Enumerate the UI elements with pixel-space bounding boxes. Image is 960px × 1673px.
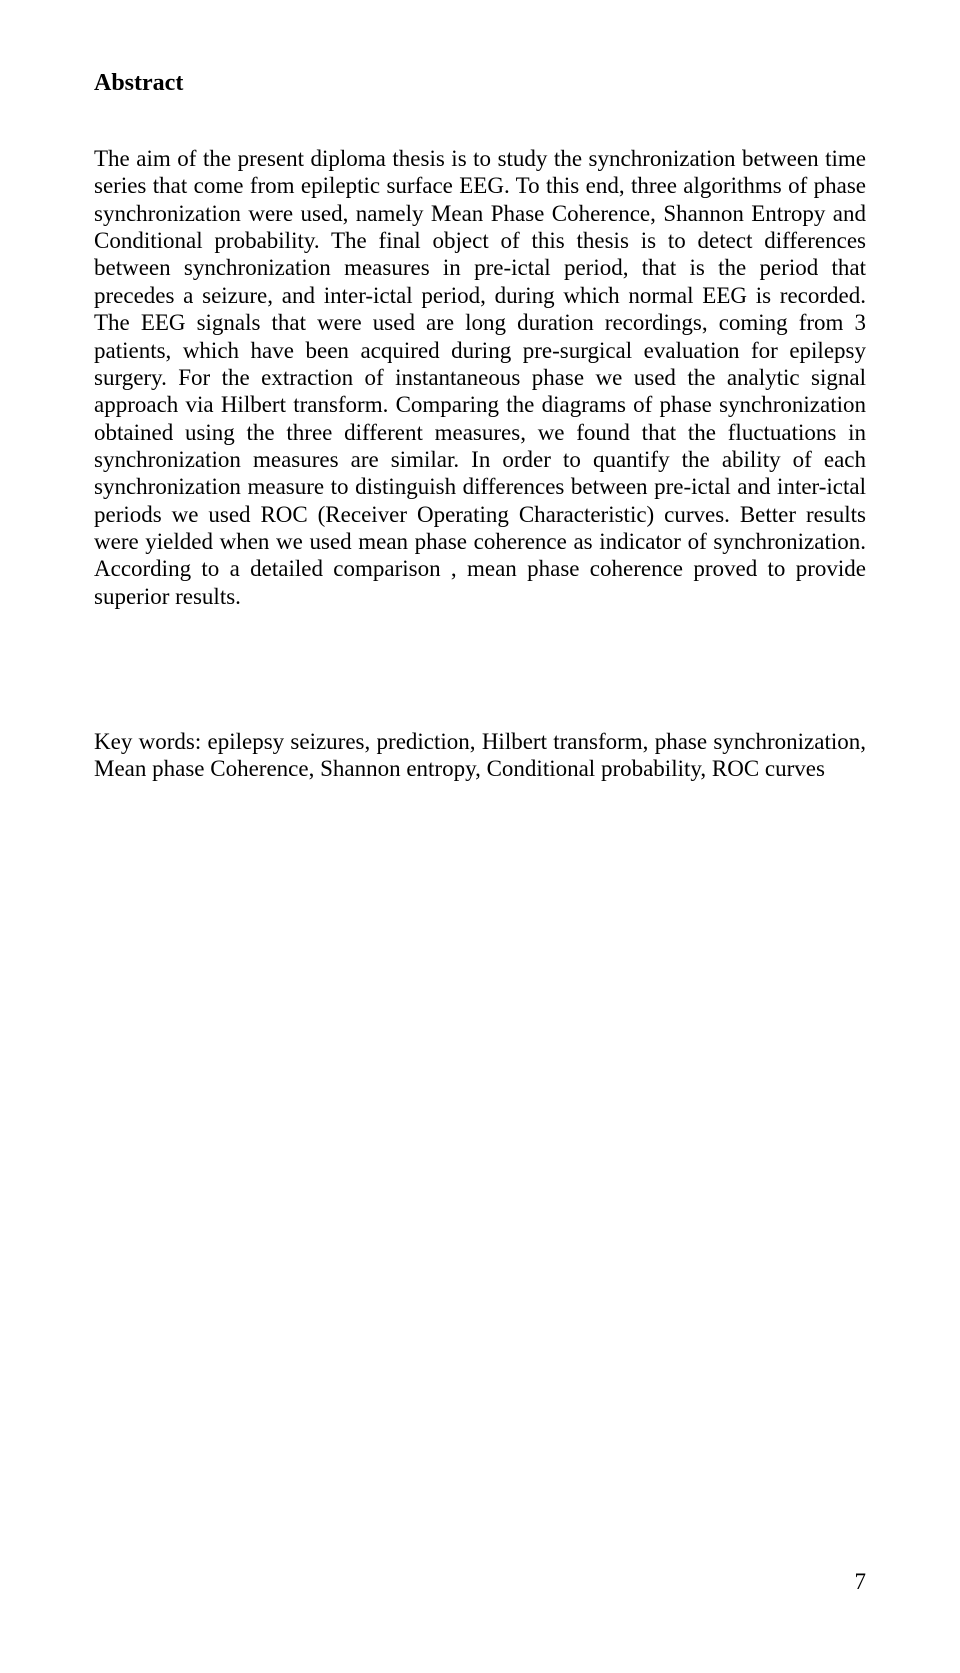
keywords-section: Key words: epilepsy seizures, prediction… — [94, 728, 866, 783]
keywords-text: : epilepsy seizures, prediction, Hilbert… — [94, 729, 866, 781]
page-number: 7 — [855, 1569, 867, 1595]
keywords-label: Key words — [94, 729, 195, 754]
abstract-title: Abstract — [94, 70, 866, 97]
abstract-body: The aim of the present diploma thesis is… — [94, 145, 866, 610]
